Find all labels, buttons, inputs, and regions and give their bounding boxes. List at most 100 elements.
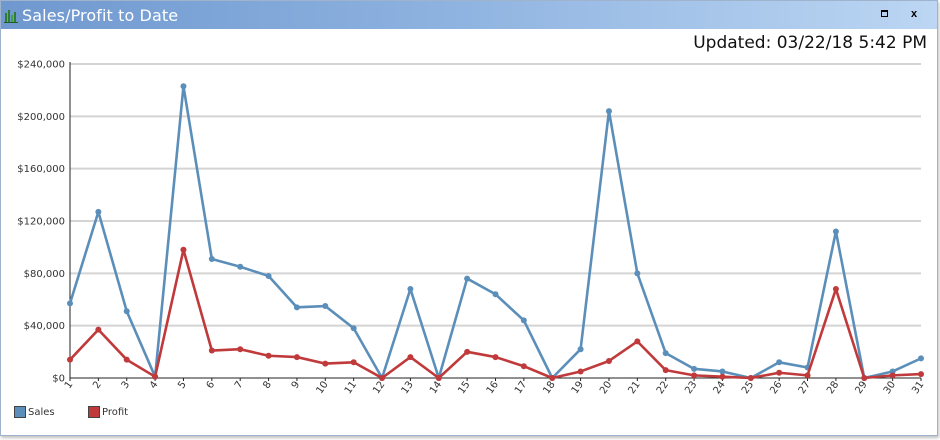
data-point-sales-21 [634,270,641,277]
x-tick-label-24: 25 [740,379,756,396]
data-point-profit-22 [662,367,669,374]
data-point-sales-16 [492,291,499,298]
data-point-profit-26 [776,369,783,376]
x-tick-label-8: 9 [290,379,303,391]
maximize-button[interactable] [876,7,892,23]
x-tick-label-9: 10 [314,379,330,396]
data-point-profit-30 [889,372,896,379]
y-tick-label-3: $120,000 [17,217,65,228]
data-point-profit-17 [520,363,527,370]
data-point-sales-8 [265,272,272,279]
x-tick-label-5: 6 [205,379,218,391]
y-tick-label-1: $40,000 [24,321,65,332]
data-point-sales-26 [776,359,783,366]
data-point-sales-22 [662,350,669,357]
x-tick-label-12: 13 [400,379,416,396]
y-tick-label-2: $80,000 [24,269,65,280]
data-point-profit-8 [265,352,272,359]
updated-timestamp: Updated: 03/22/18 5:42 PM [693,33,927,53]
data-point-profit-11 [350,359,357,366]
legend-swatch-profit [88,406,100,418]
data-point-profit-21 [634,338,641,345]
data-point-profit-27 [804,372,811,379]
data-point-profit-25 [747,375,754,381]
x-tick-label-17: 18 [541,379,557,396]
legend-label-sales: Sales [28,407,55,418]
data-point-profit-4 [152,373,159,380]
data-point-sales-1 [67,300,73,307]
data-point-sales-6 [208,255,215,262]
data-point-profit-14 [435,375,442,381]
bar-chart-icon [4,10,18,23]
data-point-profit-5 [180,246,187,253]
x-tick-label-27: 28 [825,379,841,396]
data-point-sales-3 [123,308,130,315]
data-point-profit-18 [549,375,556,381]
x-tick-label-26: 27 [797,379,813,396]
close-icon: x [910,8,918,20]
y-tick-label-5: $200,000 [17,112,65,123]
x-tick-label-20: 21 [626,379,642,396]
x-tick-label-30: 31 [910,379,926,396]
x-tick-label-10: 11 [343,379,359,396]
data-point-profit-31 [918,371,924,378]
x-tick-label-23: 24 [712,379,728,396]
x-tick-label-29: 30 [882,379,898,396]
x-tick-label-15: 16 [485,379,501,396]
data-point-sales-13 [407,286,414,293]
data-point-profit-1 [67,356,73,363]
maximize-icon [880,9,888,17]
legend-label-profit: Profit [102,407,129,418]
legend-swatch-sales [14,406,26,418]
title-bar[interactable]: Sales/Profit to Date x [1,1,937,29]
data-point-profit-2 [95,326,102,333]
x-tick-label-25: 26 [768,379,784,396]
data-point-sales-10 [322,303,329,310]
x-tick-label-14: 15 [456,379,472,396]
data-point-profit-9 [293,354,300,361]
data-point-profit-7 [237,346,244,353]
window-title: Sales/Profit to Date [22,6,179,25]
data-point-profit-28 [832,286,839,293]
data-point-profit-3 [123,356,130,363]
x-tick-label-18: 19 [570,379,586,396]
data-point-profit-16 [492,354,499,361]
x-tick-label-21: 22 [655,379,671,396]
data-point-profit-29 [861,375,868,381]
data-point-sales-20 [605,108,612,115]
data-point-sales-7 [237,263,244,270]
data-point-profit-12 [379,375,386,381]
updated-date: 03/22/18 [776,33,854,53]
data-point-sales-15 [464,275,471,282]
data-point-profit-15 [464,348,471,355]
x-tick-label-19: 20 [598,379,614,396]
x-tick-label-28: 29 [853,379,869,396]
y-tick-label-4: $160,000 [17,164,65,175]
x-tick-label-3: 4 [148,379,161,391]
updated-label: Updated: [693,33,772,53]
y-tick-label-0: $0 [52,374,65,385]
data-point-sales-23 [691,365,698,372]
data-point-sales-11 [350,325,357,332]
data-point-sales-2 [95,208,102,215]
data-point-profit-6 [208,347,215,354]
x-tick-label-0: 1 [63,379,76,391]
data-point-profit-13 [407,354,414,361]
x-tick-label-16: 17 [513,379,529,396]
x-tick-label-1: 2 [91,379,104,391]
data-point-profit-24 [719,373,726,380]
data-point-sales-9 [293,304,300,311]
x-tick-label-22: 23 [683,379,699,396]
data-point-sales-24 [719,368,726,375]
x-tick-label-4: 5 [176,379,189,391]
data-point-profit-20 [605,357,612,364]
data-point-sales-28 [832,228,839,235]
x-tick-label-11: 12 [371,379,387,396]
data-point-sales-31 [918,355,924,362]
close-button[interactable]: x [906,7,922,23]
data-point-profit-10 [322,360,329,367]
series-line-sales [68,84,922,380]
x-tick-label-7: 8 [261,379,274,391]
updated-time: 5:42 PM [858,33,928,53]
